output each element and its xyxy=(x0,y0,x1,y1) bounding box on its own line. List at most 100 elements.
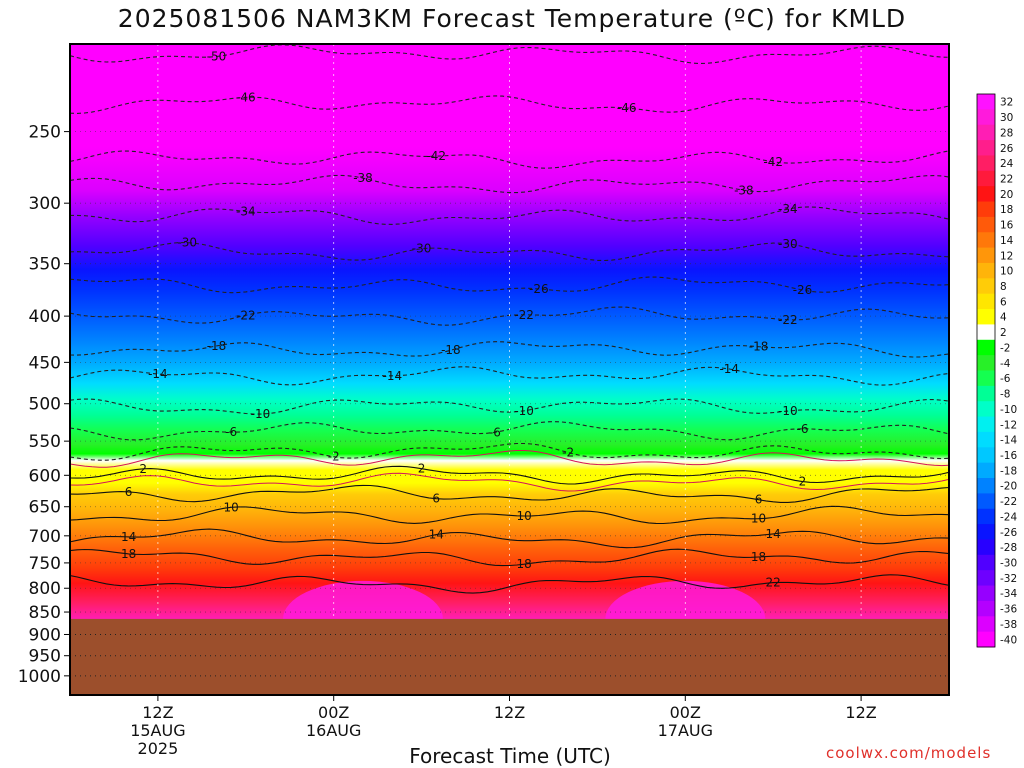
y-tick-label: 1000 xyxy=(18,667,61,687)
y-tick-label: 650 xyxy=(29,498,61,518)
colorbar-swatch xyxy=(977,370,995,387)
colorbar-swatch xyxy=(977,94,995,110)
grid-layer xyxy=(70,44,949,695)
colorbar-swatch xyxy=(977,524,995,540)
contour-label: -10 xyxy=(778,404,798,418)
contour-label: -2 xyxy=(562,446,574,460)
x-tick-label: 12Z xyxy=(494,703,525,722)
colorbar-swatch xyxy=(977,585,995,602)
colorbar-label: -30 xyxy=(1000,558,1017,570)
colorbar-swatch xyxy=(977,508,995,525)
colorbar-label: -26 xyxy=(1000,527,1017,539)
contour-label: 14 xyxy=(766,527,781,541)
colorbar-swatch xyxy=(977,478,995,494)
x-tick-year: 2025 xyxy=(138,739,179,758)
contour-label: -22 xyxy=(236,308,256,322)
colorbar-label: -10 xyxy=(1000,404,1017,416)
colorbar-label: -20 xyxy=(1000,481,1017,493)
contour-label: -46 xyxy=(617,101,637,115)
contour-label: -14 xyxy=(719,362,739,376)
x-axis-label: Forecast Time (UTC) xyxy=(409,744,611,768)
contour-label: -42 xyxy=(426,149,446,163)
colorbar-label: 14 xyxy=(1000,235,1014,247)
y-tick-label: 850 xyxy=(29,603,61,623)
colorbar-label: 30 xyxy=(1000,112,1013,124)
colorbar: 32 30 28 26 24 22 20 18 16 14 12 10 8 6 4 2 -2 -4 -6 -8 -10 -… xyxy=(976,93,1017,648)
contour-label: -38 xyxy=(353,171,373,185)
chart-title: 2025081506 NAM3KM Forecast Temperature (… xyxy=(117,4,907,33)
contour-label: -18 xyxy=(207,339,227,353)
y-tick-label: 950 xyxy=(29,647,61,667)
colorbar-swatch xyxy=(977,570,995,587)
colorbar-border xyxy=(976,93,996,648)
colorbar-swatch xyxy=(977,109,995,126)
y-tick-label: 600 xyxy=(29,466,61,486)
x-tick-date: 17AUG xyxy=(658,721,713,740)
contour-line xyxy=(70,242,949,262)
colorbar-label: -22 xyxy=(1000,496,1017,508)
contour-line xyxy=(70,150,949,169)
colorbar-swatch xyxy=(977,401,995,418)
contour-label: -6 xyxy=(225,425,237,439)
colorbar-label: 10 xyxy=(1000,266,1013,278)
contour-label: 10 xyxy=(517,509,532,523)
contour-line xyxy=(70,528,949,549)
contour-line xyxy=(70,95,949,114)
colorbar-swatch xyxy=(977,124,995,141)
colorbar-label: 18 xyxy=(1000,204,1013,216)
contour-label: 22 xyxy=(766,576,781,590)
colorbar-swatch xyxy=(977,385,995,402)
colorbar-swatch xyxy=(977,339,995,356)
y-tick-label: 350 xyxy=(29,255,61,275)
contour-label: -18 xyxy=(749,340,769,354)
contour-label: -26 xyxy=(793,283,813,297)
colorbar-label: -28 xyxy=(1000,542,1017,554)
contour-label: -6 xyxy=(489,425,501,439)
contour-label: 6 xyxy=(432,492,440,506)
colorbar-swatch xyxy=(977,493,995,510)
contour-label: 2 xyxy=(139,462,147,476)
terrain-layer xyxy=(70,618,949,695)
colorbar-swatch xyxy=(977,155,995,172)
contour-label: 14 xyxy=(121,530,136,544)
colorbar-swatch xyxy=(977,170,995,187)
x-tick-date: 16AUG xyxy=(306,721,361,740)
colorbar-swatch xyxy=(977,216,995,233)
colorbar-label: 20 xyxy=(1000,189,1013,201)
contour-label: -10 xyxy=(251,407,271,421)
contour-label: -30 xyxy=(778,237,798,251)
colorbar-label: 12 xyxy=(1000,250,1013,262)
contour-layer: -50-46-46-42 -42-38-38-34 -34-30 -30 -30-26-… xyxy=(70,44,949,594)
x-tick-label: 00Z xyxy=(670,703,701,722)
y-tick-label: 300 xyxy=(29,194,61,214)
contour-label: 18 xyxy=(121,547,136,561)
y-tick-label: 250 xyxy=(29,123,61,143)
colorbar-label: -16 xyxy=(1000,450,1017,462)
colorbar-swatch xyxy=(977,262,995,279)
x-tick-label: 12Z xyxy=(142,703,173,722)
colorbar-swatch xyxy=(977,232,995,249)
y-tick-label: 500 xyxy=(29,395,61,415)
colorbar-swatch xyxy=(977,539,995,556)
colorbar-swatch xyxy=(977,247,995,264)
credit-link[interactable]: coolwx.com/models xyxy=(826,744,992,762)
contour-label: -2 xyxy=(328,450,340,464)
contour-line xyxy=(70,465,949,485)
contour-line xyxy=(70,276,949,294)
contour-label: -26 xyxy=(529,282,549,296)
y-tick-label: 800 xyxy=(29,579,61,599)
colorbar-label: -34 xyxy=(1000,588,1017,600)
y-tick-label: 700 xyxy=(29,527,61,547)
contour-label: -34 xyxy=(236,204,256,218)
contour-label: -30 xyxy=(412,242,432,256)
colorbar-label: 28 xyxy=(1000,127,1013,139)
colorbar-swatch xyxy=(977,324,995,341)
colorbar-swatch xyxy=(977,293,995,310)
colorbar-swatch xyxy=(977,462,995,479)
contour-label: -30 xyxy=(177,236,197,250)
y-tick-label: 450 xyxy=(29,353,61,373)
y-tick-label: 550 xyxy=(29,432,61,452)
colorbar-label: 8 xyxy=(1000,281,1007,293)
